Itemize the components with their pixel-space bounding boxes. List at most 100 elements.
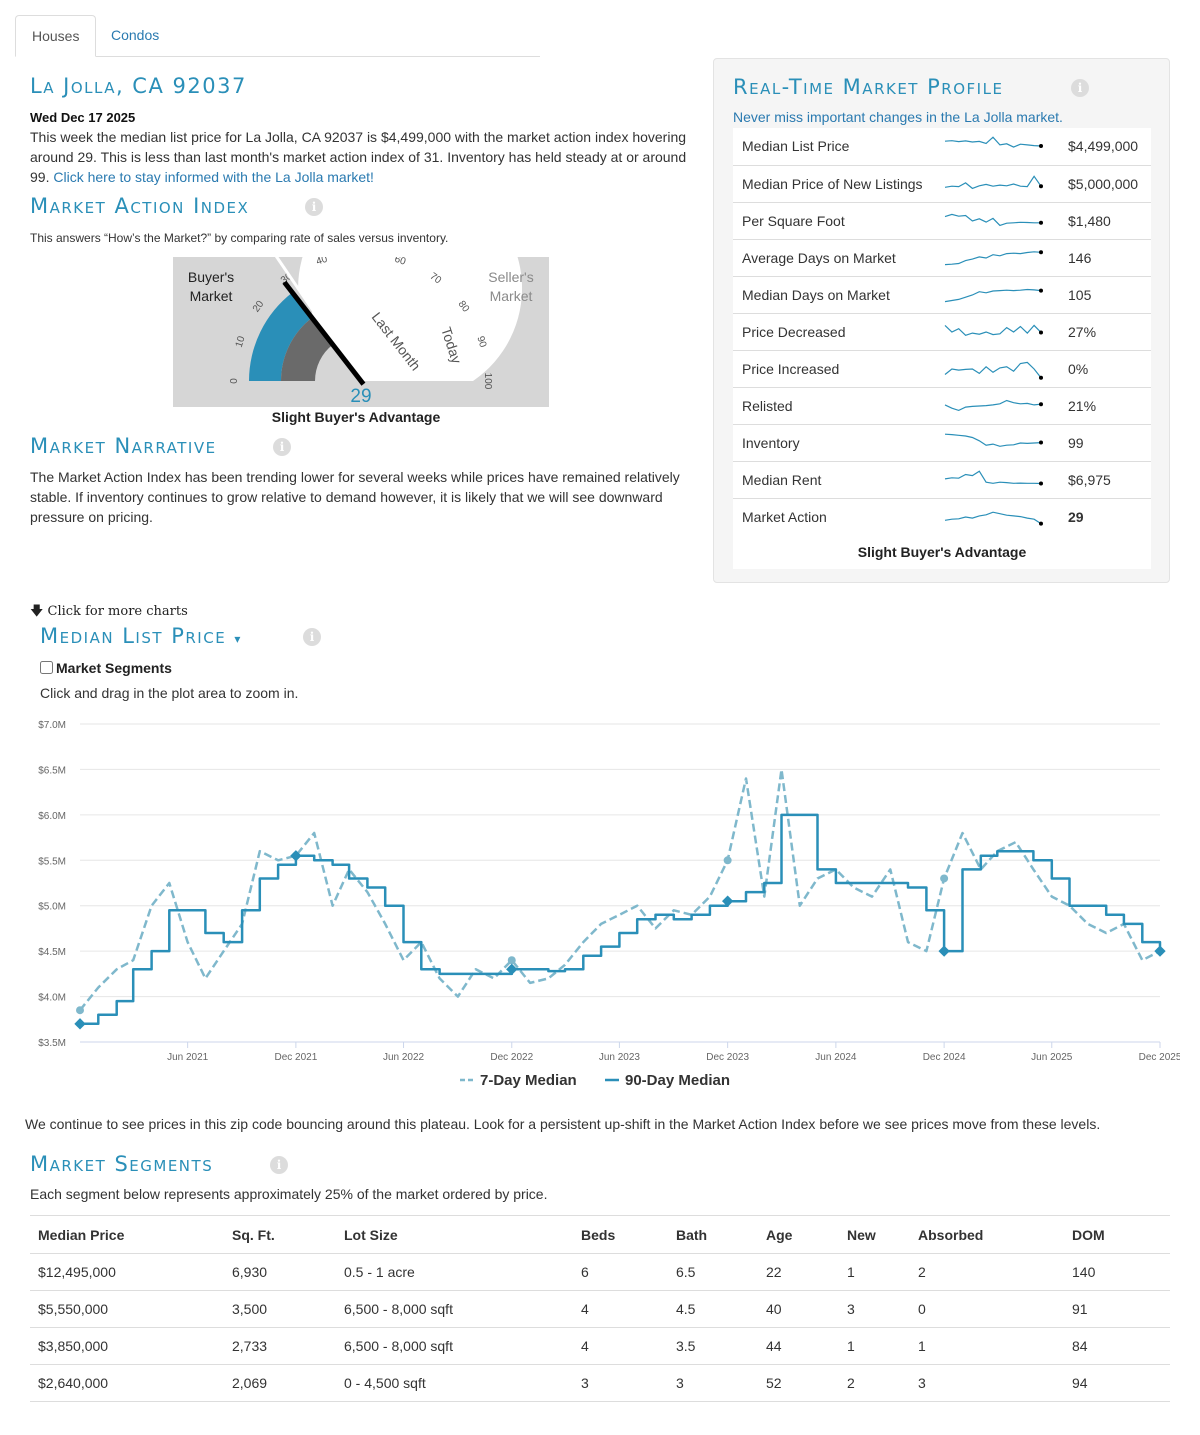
gauge-buyer-arc	[249, 292, 312, 381]
tab-houses[interactable]: Houses	[15, 15, 97, 57]
market-profile-row: Per Square Foot $1,480	[733, 202, 1151, 239]
table-cell: 4	[573, 1290, 668, 1328]
table-cell: 40	[758, 1290, 839, 1328]
info-icon[interactable]: i	[273, 438, 291, 456]
table-cell: 1	[839, 1253, 910, 1291]
market-segments-table: Median Price Sq. Ft. Lot Size Beds Bath Age Ne…	[30, 1215, 1170, 1402]
data-point-marker[interactable]	[940, 874, 949, 883]
gauge-tick-label: 100	[482, 373, 493, 390]
legend-label: 90-Day Median	[625, 1072, 730, 1089]
table-cell: 22	[758, 1253, 839, 1291]
arrow-down-icon: 🡇	[30, 604, 44, 619]
table-row: $3,850,000 2,733 6,500 - 8,000 sqft 4 3.5 44 1…	[30, 1327, 1170, 1365]
info-icon[interactable]: i	[270, 1156, 288, 1174]
table-cell: $3,850,000	[30, 1327, 224, 1365]
column-header: DOM	[1064, 1215, 1170, 1254]
profile-row-value: 146	[1068, 250, 1092, 266]
sparkline-end-dot	[1039, 184, 1043, 189]
profile-row-label: Average Days on Market	[742, 250, 896, 266]
table-row: $5,550,000 3,500 6,500 - 8,000 sqft 4 4.5 40 3…	[30, 1290, 1170, 1328]
sellers-market-label-2: Market	[490, 288, 533, 304]
gauge-tick-label: 60	[393, 257, 407, 268]
gauge-inner-arc	[281, 317, 333, 381]
sparkline-end-dot	[1039, 521, 1043, 526]
sparkline	[944, 361, 1043, 380]
x-tick-label: Jun 2021	[167, 1052, 209, 1063]
column-header: New	[839, 1215, 910, 1254]
profile-row-label: Market Action	[742, 509, 827, 525]
sparkline-line	[944, 399, 1042, 412]
more-charts-toggle[interactable]: 🡇 Click for more charts	[30, 602, 188, 624]
table-cell: 2	[910, 1253, 1064, 1291]
info-icon[interactable]: i	[1071, 79, 1089, 97]
table-row: $2,640,000 2,069 0 - 4,500 sqft 3 3 52 2 3 94	[30, 1364, 1170, 1402]
market-segments-description: Each segment below represents approximat…	[30, 1186, 548, 1202]
profile-row-label: Price Increased	[742, 361, 840, 377]
table-cell: 91	[1064, 1290, 1170, 1328]
series-90-day-median-line	[80, 813, 1162, 1026]
data-point-marker[interactable]	[507, 956, 516, 965]
market-summary: This week the median list price for La J…	[30, 127, 690, 187]
gauge-value: 29	[350, 386, 371, 407]
data-point-marker[interactable]	[723, 856, 732, 865]
profile-row-label: Median List Price	[742, 138, 850, 154]
table-cell: 0	[910, 1290, 1064, 1328]
market-action-index-description: This answers “How’s the Market?” by comp…	[30, 231, 449, 245]
info-icon[interactable]: i	[305, 198, 323, 216]
column-header: Beds	[573, 1215, 668, 1254]
table-cell: 6.5	[668, 1253, 758, 1291]
market-narrative-title: Market Narrative	[30, 434, 217, 458]
buyers-market-label-2: Market	[190, 288, 233, 304]
table-header-row: Median Price Sq. Ft. Lot Size Beds Bath Age Ne…	[30, 1215, 1170, 1254]
sparkline	[944, 470, 1043, 486]
gauge-last-month-needle	[274, 257, 340, 349]
market-profile-row: Median Days on Market 105	[733, 276, 1151, 313]
market-action-index-title: Market Action Index	[30, 194, 250, 218]
sparkline	[944, 213, 1043, 227]
gauge-tick-label: 50	[355, 257, 367, 260]
info-icon[interactable]: i	[303, 628, 321, 646]
legend-item[interactable]: 90-Day Median	[605, 1072, 730, 1089]
sparkline-end-dot	[1039, 220, 1043, 225]
data-point-marker[interactable]	[76, 1006, 84, 1015]
chart-commentary: We continue to see prices in this zip co…	[25, 1116, 1101, 1132]
market-profile-row: Median Price of New Listings $5,000,000	[733, 165, 1151, 202]
table-cell: 4	[573, 1327, 668, 1365]
market-segments-label: Market Segments	[56, 660, 172, 676]
market-profile-row: Price Increased 0%	[733, 350, 1151, 387]
y-tick-label: $5.5M	[38, 856, 66, 867]
chart-gridlines	[80, 723, 1160, 1043]
profile-row-label: Inventory	[742, 435, 800, 451]
x-tick-label: Dec 2021	[274, 1052, 317, 1063]
sparkline	[944, 136, 1043, 148]
gauge-needle	[282, 280, 366, 386]
table-cell: 3	[839, 1290, 910, 1328]
legend-item[interactable]: 7-Day Median	[460, 1072, 577, 1089]
profile-row-value: 105	[1068, 287, 1092, 303]
market-segments-title: Market Segments	[30, 1152, 214, 1176]
x-tick-label: Jun 2022	[383, 1052, 425, 1063]
sparkline-line	[944, 433, 1042, 447]
market-segments-toggle[interactable]: Market Segments	[40, 660, 172, 676]
sparkline-end-dot	[1039, 402, 1043, 407]
market-profile-row: Median Rent $6,975	[733, 461, 1151, 498]
tab-condos[interactable]: Condos	[111, 27, 160, 43]
data-point-marker[interactable]	[74, 1018, 86, 1030]
profile-row-label: Median Rent	[742, 472, 822, 488]
data-point-marker[interactable]	[1154, 945, 1166, 957]
table-cell: 6	[573, 1253, 668, 1291]
table-cell: 2,069	[224, 1364, 336, 1402]
market-profile-subtitle-link[interactable]: Never miss important changes in the La J…	[733, 109, 1063, 125]
chart-title-dropdown[interactable]: Median List Price ▾	[40, 624, 242, 648]
data-point-marker[interactable]	[938, 945, 950, 957]
market-segments-checkbox[interactable]	[40, 661, 53, 674]
x-tick-label: Jun 2025	[1031, 1052, 1073, 1063]
median-list-price-chart[interactable]: $3.5M $4.0M $4.5M $5.0M $5.5M $6.0M $6.5M $7.0M…	[20, 712, 1180, 1102]
gauge-tick-label: 40	[315, 257, 329, 268]
market-profile-row: Median List Price $4,499,000	[733, 128, 1151, 165]
gauge-tick-label: 0	[229, 378, 240, 384]
stay-informed-link[interactable]: Click here to stay informed with the La …	[53, 169, 374, 185]
column-header: Median Price	[30, 1215, 224, 1254]
data-point-marker[interactable]	[290, 850, 302, 862]
table-cell: 1	[839, 1327, 910, 1365]
